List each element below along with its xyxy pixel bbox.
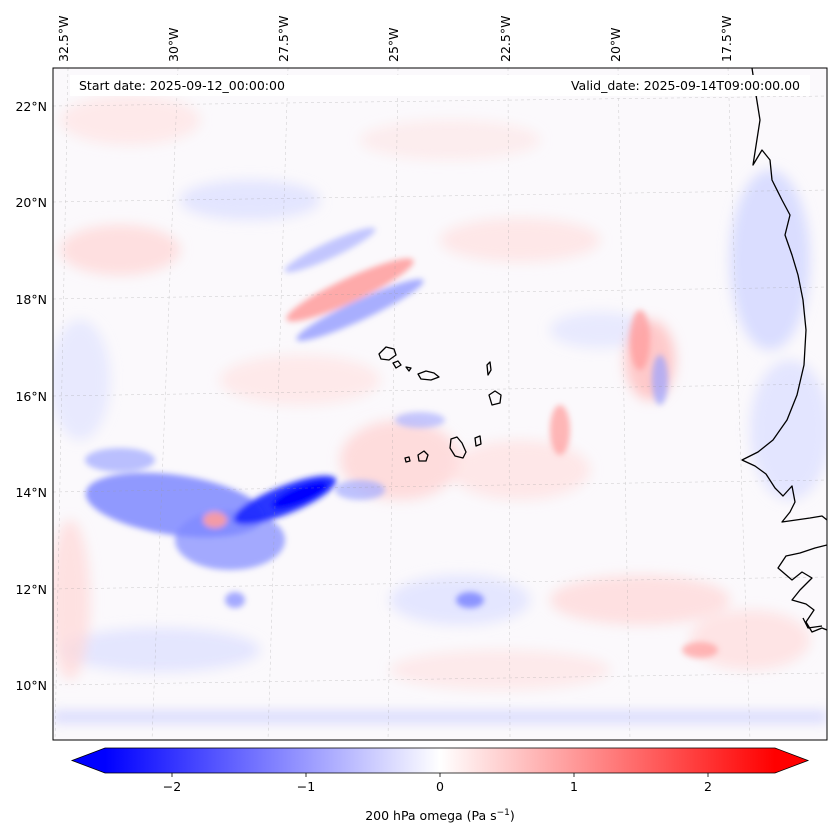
- lon-label-17-5w: 17.5°W: [719, 16, 734, 62]
- lon-label-27-5w: 27.5°W: [276, 16, 291, 62]
- gridlines: [53, 68, 827, 740]
- lon-label-20w: 20°W: [608, 27, 623, 62]
- lat-label-14n: 14°N: [15, 485, 47, 500]
- island-santiago: [449, 436, 467, 459]
- start-date-label: Start date: 2025-09-12_00:00:00: [79, 78, 285, 93]
- lat-label-22n: 22°N: [15, 99, 47, 114]
- header-band: [70, 75, 810, 96]
- lon-label-32-5w: 32.5°W: [56, 16, 71, 62]
- island-fogo: [417, 450, 429, 462]
- colorbar-tick-label: −1: [297, 779, 315, 794]
- island-sao-vicente: [392, 360, 402, 369]
- lon-labels: 32.5°W 30°W 27.5°W 25°W 22.5°W 20°W 17.5…: [56, 16, 734, 62]
- lat-label-12n: 12°N: [15, 582, 47, 597]
- lat-label-10n: 10°N: [15, 678, 47, 693]
- island-santo-antao: [378, 346, 397, 361]
- africa-coastline: [741, 68, 827, 633]
- colorbar-tick-label: 1: [570, 779, 578, 794]
- island-santa-luzia: [405, 366, 412, 372]
- omega-field: [53, 95, 827, 722]
- coastlines: [378, 68, 827, 633]
- island-maio: [474, 435, 482, 447]
- colorbar: −2 −1 0 1 2 200 hPa omega (Pa s−1): [70, 747, 810, 823]
- island-sal: [486, 361, 492, 376]
- lat-label-18n: 18°N: [15, 292, 47, 307]
- colorbar-tick-label: 2: [704, 779, 712, 794]
- colorbar-ticks: −2 −1 0 1 2: [163, 773, 712, 794]
- lat-label-16n: 16°N: [15, 389, 47, 404]
- colorbar-body: [105, 748, 775, 773]
- colorbar-tick-label: 0: [436, 779, 444, 794]
- colorbar-extend-high: [775, 748, 808, 773]
- colorbar-label-main: 200 hPa omega (Pa s: [365, 808, 496, 823]
- island-sao-nicolau: [417, 370, 440, 381]
- island-brava: [404, 456, 411, 463]
- colorbar-outline: [70, 747, 810, 774]
- lon-label-22-5w: 22.5°W: [498, 16, 513, 62]
- valid-date-label: Valid_date: 2025-09-14T09:00:00.00: [571, 78, 800, 93]
- colorbar-extend-low: [72, 748, 105, 773]
- lat-labels: 22°N 20°N 18°N 16°N 14°N 12°N 10°N: [15, 99, 47, 693]
- lat-label-20n: 20°N: [15, 195, 47, 210]
- map-panel: [53, 68, 827, 740]
- map-frame: [52, 67, 828, 741]
- island-boa-vista: [488, 390, 502, 406]
- colorbar-label-sup: −1: [497, 808, 510, 818]
- colorbar-tick-label: −2: [163, 779, 181, 794]
- lon-label-25w: 25°W: [386, 27, 401, 62]
- lon-label-30w: 30°W: [166, 27, 181, 62]
- colorbar-label: 200 hPa omega (Pa s−1): [365, 808, 515, 823]
- colorbar-label-end: ): [510, 808, 515, 823]
